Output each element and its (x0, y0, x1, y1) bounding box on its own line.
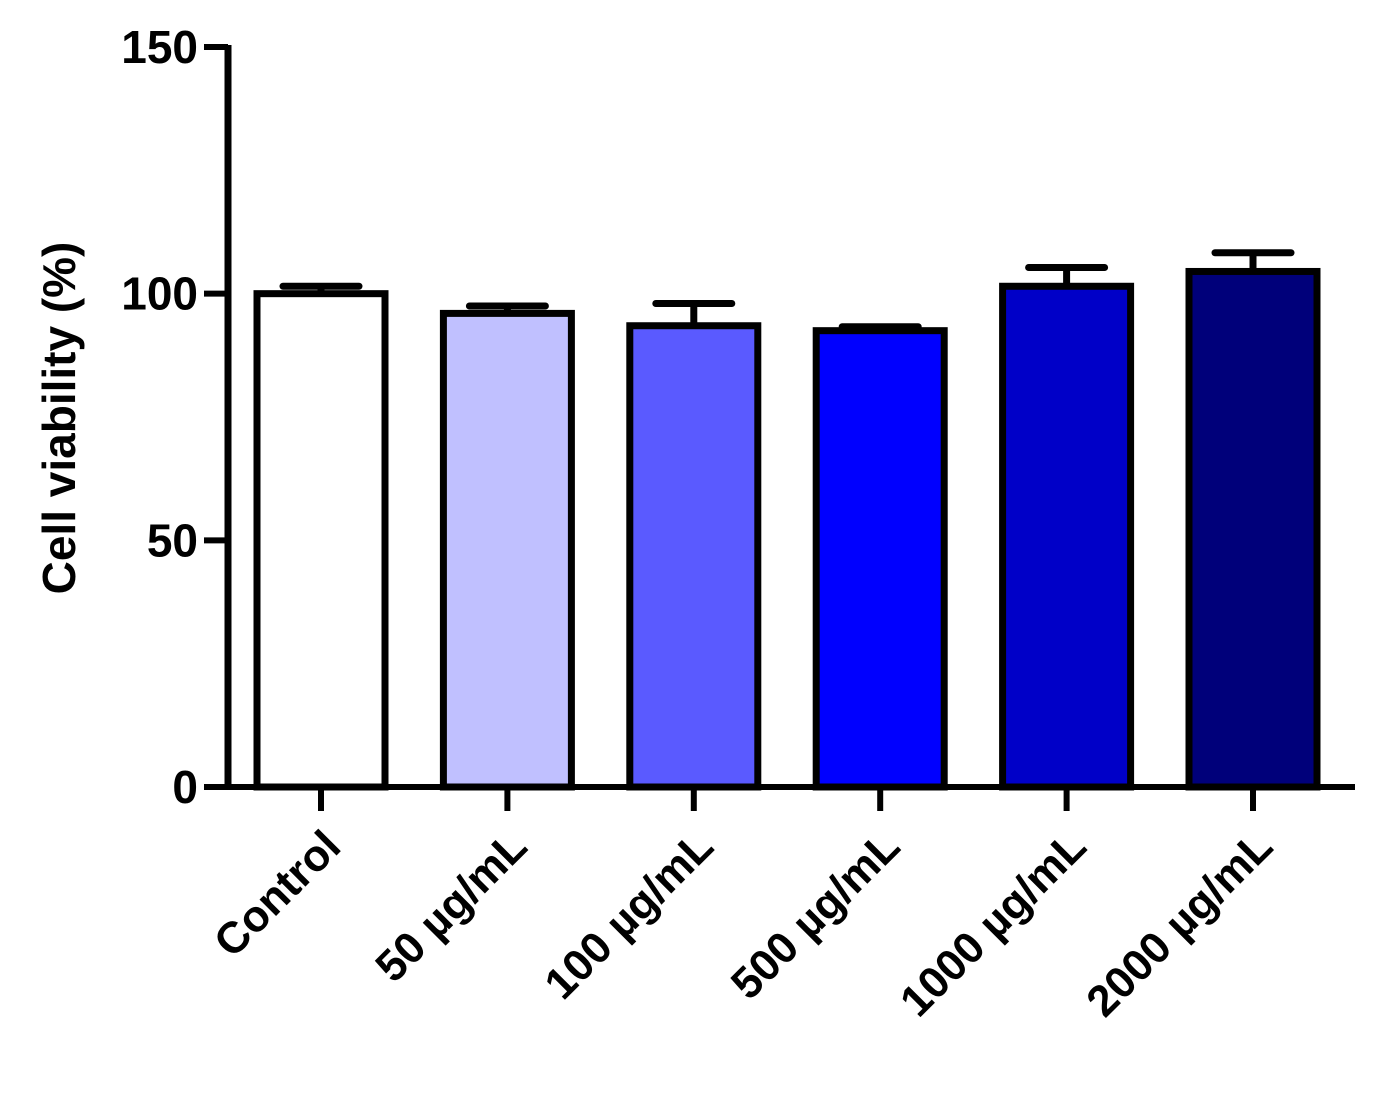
bar (253, 290, 389, 791)
y-tick-label: 50 (147, 514, 198, 566)
bars (253, 249, 1321, 791)
y-tick-label: 0 (172, 761, 198, 813)
y-tick-label: 150 (121, 21, 198, 73)
bar (439, 309, 575, 791)
y-tick-label: 100 (121, 268, 198, 320)
bar (812, 327, 948, 791)
x-tick-label: 1000 µg/mL (891, 821, 1096, 1026)
x-tick-label: 2000 µg/mL (1077, 821, 1282, 1026)
bar (1185, 267, 1321, 791)
x-tick-label: 50 µg/mL (366, 821, 536, 991)
y-axis-title: Cell viability (%) (33, 242, 85, 595)
x-tick-label: Control (205, 821, 350, 966)
bar (626, 322, 762, 791)
x-tick-label: 500 µg/mL (722, 821, 909, 1008)
x-tick-label: 100 µg/mL (535, 821, 722, 1008)
y-axis: 0 50 100 150 (121, 21, 232, 813)
bar (999, 282, 1135, 791)
